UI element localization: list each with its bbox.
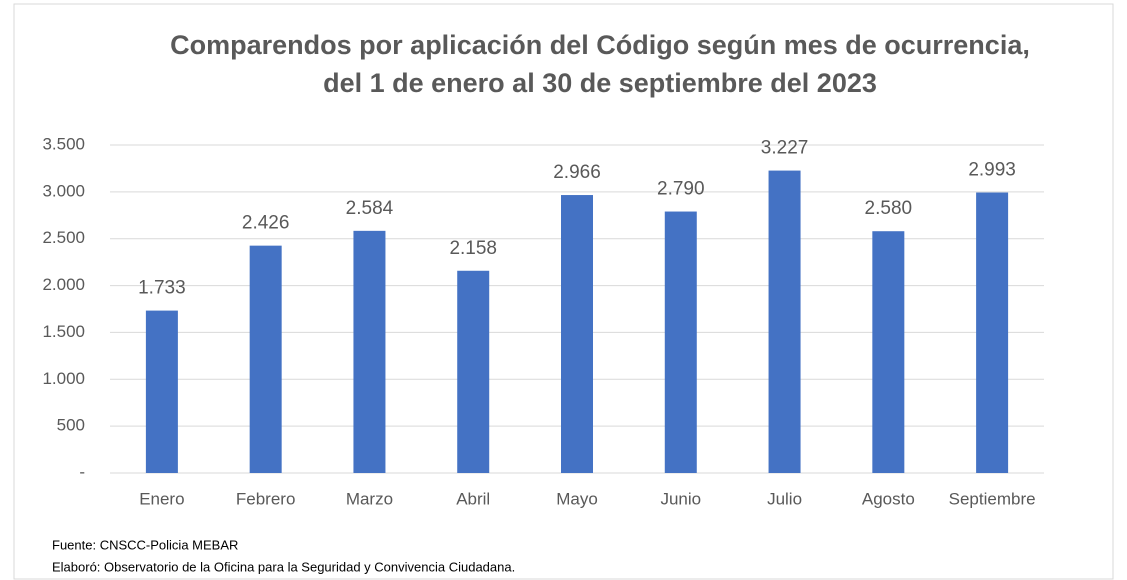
x-tick-label: Septiembre (949, 489, 1036, 508)
bar (457, 270, 490, 473)
source-note: Fuente: CNSCC-Policia MEBAR (52, 537, 238, 552)
bar (976, 192, 1009, 474)
value-label: 2.584 (346, 198, 394, 219)
bar (664, 211, 697, 473)
bar (768, 170, 801, 474)
x-tick-label: Mayo (556, 489, 598, 508)
x-tick-label: Julio (767, 489, 802, 508)
y-tick-label: 3.000 (42, 181, 85, 200)
value-label: 2.993 (968, 160, 1016, 181)
bar (249, 245, 282, 473)
x-tick-label: Marzo (346, 489, 393, 508)
bar (353, 230, 386, 473)
bar (145, 310, 178, 473)
value-label: 2.790 (657, 179, 705, 200)
y-tick-label: 1.500 (42, 322, 85, 341)
bar (561, 195, 593, 473)
x-tick-label: Junio (660, 489, 701, 508)
value-label: 1.733 (138, 278, 186, 299)
source-note: Elaboró: Observatorio de la Oficina para… (52, 559, 515, 574)
value-label: 2.580 (865, 198, 913, 219)
x-tick-label: Enero (139, 489, 184, 508)
y-tick-label: - (79, 462, 85, 481)
value-label: 2.158 (449, 238, 497, 259)
bar (872, 231, 905, 473)
y-tick-label: 2.000 (42, 275, 85, 294)
chart-title: del 1 de enero al 30 de septiembre del 2… (323, 68, 877, 98)
value-label: 2.966 (553, 162, 601, 183)
value-label: 2.426 (242, 213, 290, 234)
y-tick-label: 3.500 (42, 134, 85, 153)
y-tick-label: 500 (57, 416, 85, 435)
chart-title: Comparendos por aplicación del Código se… (170, 30, 1030, 60)
value-label: 3.227 (761, 138, 809, 159)
x-tick-label: Agosto (862, 489, 915, 508)
y-tick-label: 2.500 (42, 228, 85, 247)
x-tick-label: Abril (456, 489, 490, 508)
x-tick-label: Febrero (236, 489, 296, 508)
y-tick-label: 1.000 (42, 369, 85, 388)
